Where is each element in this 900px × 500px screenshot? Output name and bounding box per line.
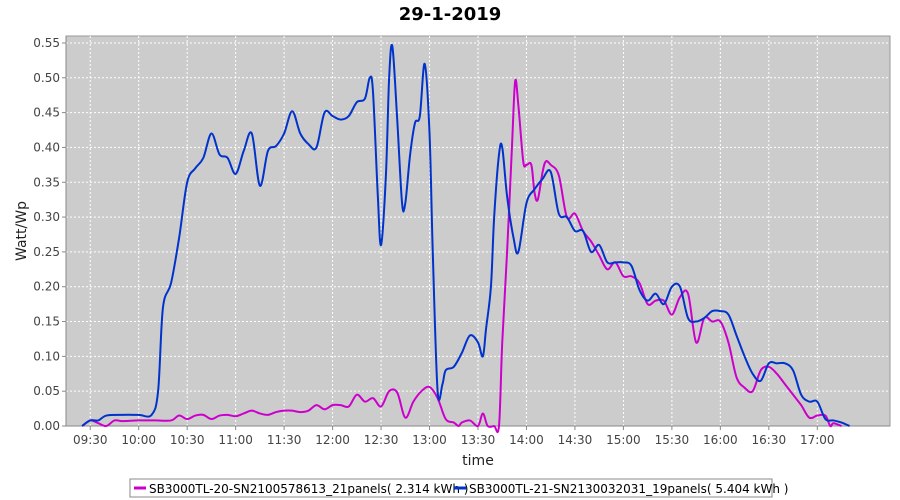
legend: SB3000TL-20-SN2100578613_21panels( 2.314…	[129, 478, 788, 498]
y-tick-label: 0.05	[33, 384, 60, 398]
y-tick-label: 0.55	[33, 36, 60, 50]
y-tick-label: 0.45	[33, 106, 60, 120]
x-tick-label: 14:00	[509, 433, 544, 447]
y-tick-label: 0.15	[33, 315, 60, 329]
legend-box	[129, 478, 773, 498]
x-tick-label: 10:30	[170, 433, 205, 447]
chart-title: 29-1-2019	[399, 4, 502, 25]
x-tick-label: 12:00	[315, 433, 350, 447]
y-axis: 0.00 0.05 0.10 0.15 0.20 0.25 0.30 0.35 0.40 0.45…	[33, 36, 66, 433]
x-tick-label: 10:00	[121, 433, 156, 447]
y-tick-label: 0.30	[33, 210, 60, 224]
y-tick-label: 0.25	[33, 245, 60, 259]
x-tick-label: 13:30	[461, 433, 496, 447]
x-tick-label: 16:30	[752, 433, 787, 447]
y-axis-title: Watt/Wp	[14, 201, 30, 261]
gridlines	[66, 36, 890, 427]
x-tick-label: 16:00	[703, 433, 738, 447]
x-tick-label: 11:00	[218, 433, 253, 447]
y-tick-label: 0.20	[33, 280, 60, 294]
x-tick-label: 14:30	[558, 433, 593, 447]
y-tick-label: 0.10	[33, 349, 60, 363]
x-axis: 09:30 10:00 10:30 11:00 11:30 12:00 12:30 13:00…	[73, 426, 835, 447]
x-tick-label: 15:30	[655, 433, 690, 447]
x-tick-label: 13:00	[412, 433, 447, 447]
series-group	[81, 43, 851, 434]
legend-label-series-2: SB3000TL-21-SN2130032031_19panels( 5.404…	[469, 482, 788, 496]
y-tick-label: 0.40	[33, 140, 60, 154]
y-tick-label: 0.35	[33, 175, 60, 189]
x-tick-label: 17:00	[800, 433, 835, 447]
y-tick-label: 0.00	[33, 419, 60, 433]
series-line-2	[81, 43, 851, 427]
x-tick-label: 12:30	[364, 433, 399, 447]
x-tick-label: 11:30	[267, 433, 302, 447]
x-axis-title: time	[462, 453, 494, 469]
x-tick-label: 15:00	[606, 433, 641, 447]
x-tick-label: 09:30	[73, 433, 108, 447]
y-tick-label: 0.50	[33, 71, 60, 85]
series-line-1	[81, 78, 842, 434]
legend-label-series-1: SB3000TL-20-SN2100578613_21panels( 2.314…	[149, 482, 468, 496]
